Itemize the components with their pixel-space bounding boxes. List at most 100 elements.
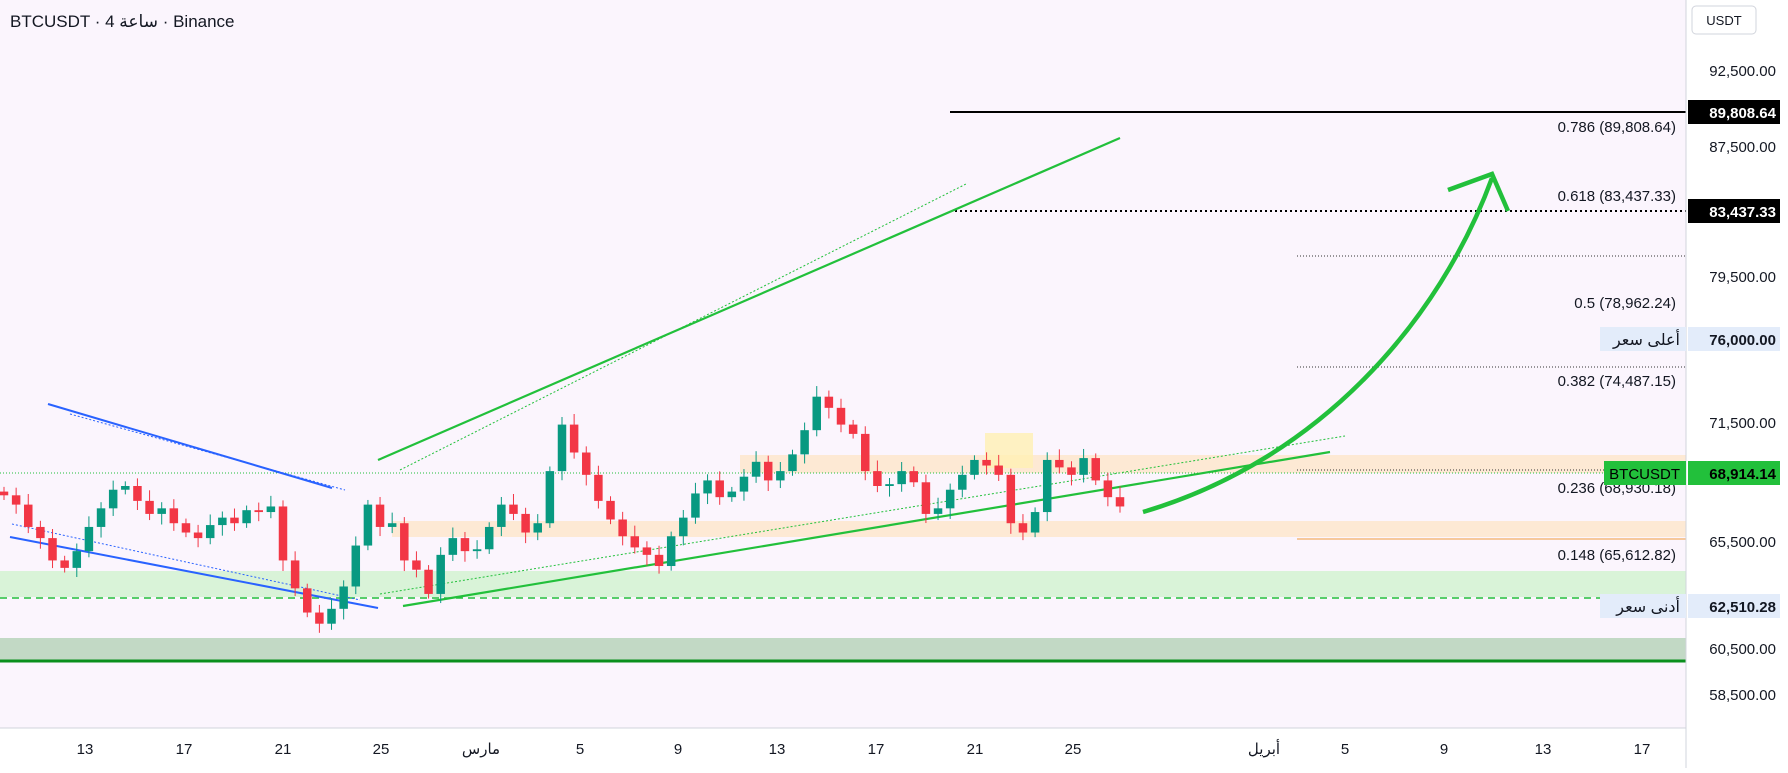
- candle-body: [848, 424, 858, 434]
- time-tick: 5: [576, 741, 584, 758]
- candle-body: [230, 517, 239, 524]
- low-badge: [1688, 594, 1780, 618]
- candle-body: [1006, 474, 1016, 524]
- time-tick: 21: [275, 741, 292, 758]
- time-axis-background: [0, 728, 1686, 768]
- current-price-text: 68,914.14: [1709, 466, 1776, 483]
- rising-upper-line: [377, 136, 1121, 462]
- candle-body: [836, 407, 846, 425]
- currency-label: USDT: [1706, 13, 1741, 28]
- candle-body: [266, 506, 276, 513]
- price-tick: 60,500.00: [1709, 641, 1776, 658]
- candle-body: [727, 491, 737, 498]
- candle-body: [1055, 459, 1064, 468]
- candle-body: [436, 554, 445, 594]
- price-tick: 87,500.00: [1709, 139, 1776, 156]
- low-label-box: [1600, 594, 1686, 618]
- price-tick: 65,500.00: [1709, 534, 1776, 551]
- rising-lower-line: [402, 450, 1331, 608]
- strong-support-zone: [0, 638, 1686, 660]
- candle-body: [715, 480, 724, 498]
- candle-body: [569, 424, 579, 453]
- low-badge-text: 62,510.28: [1709, 599, 1776, 616]
- price-tick: 79,500.00: [1709, 269, 1776, 286]
- price-axis-ticks: 92,500.00 87,500.00 79,500.00 71,500.00 …: [1709, 63, 1776, 704]
- candle-body: [679, 517, 688, 537]
- candle-body: [303, 588, 312, 613]
- candle-body: [970, 459, 979, 475]
- candle-body: [921, 482, 931, 514]
- header-separator: ·: [89, 12, 106, 31]
- candle-body: [545, 471, 555, 524]
- candle-body: [363, 504, 373, 546]
- candle-body: [666, 536, 676, 567]
- candle-body: [557, 424, 567, 472]
- candle-body: [387, 523, 397, 527]
- channel-mid-dotted-2: [11, 523, 361, 601]
- high-badge-text: 76,000.00: [1709, 332, 1776, 349]
- candle-body: [509, 504, 518, 514]
- demand-zone-green: [0, 571, 1686, 597]
- candle-body: [933, 508, 943, 514]
- candle-body: [533, 523, 542, 533]
- candle-body: [909, 471, 919, 483]
- price-tick: 92,500.00: [1709, 63, 1776, 80]
- currency-box[interactable]: [1691, 5, 1757, 35]
- candle-body: [1091, 458, 1100, 481]
- candle-body: [11, 495, 21, 505]
- candle-body: [958, 474, 967, 490]
- candle-body: [497, 504, 506, 527]
- channel-upper-line: [47, 403, 333, 489]
- time-tick: 9: [674, 741, 682, 758]
- candle-body: [582, 452, 591, 475]
- price-tick: 58,500.00: [1709, 687, 1776, 704]
- candle-body: [618, 519, 627, 537]
- candle-body: [181, 523, 191, 533]
- candle-body: [242, 510, 251, 524]
- candle-body: [776, 471, 785, 481]
- fib-382-label: 0.382 (74,487.15): [1558, 373, 1676, 390]
- header-separator: ·: [157, 12, 174, 31]
- high-label: أعلى سعر: [1612, 329, 1680, 350]
- candle-body: [218, 517, 227, 526]
- candle-body: [424, 569, 433, 594]
- candle-body: [703, 480, 712, 494]
- fib618-badge: [1688, 199, 1780, 223]
- time-tick: 21: [967, 741, 984, 758]
- time-tick: 5: [1341, 741, 1349, 758]
- interval-label[interactable]: 4 ساعة: [105, 12, 158, 31]
- chart-header: BTCUSDT · 4 ساعة · Binance: [10, 12, 235, 32]
- fib786-badge-text: 89,808.64: [1709, 105, 1776, 122]
- candle-body: [24, 504, 33, 527]
- candle-body: [157, 508, 166, 514]
- candle-body: [472, 549, 482, 552]
- time-tick: 25: [1065, 741, 1082, 758]
- candle-body: [945, 489, 955, 509]
- candle-body: [36, 526, 45, 539]
- time-tick: 13: [769, 741, 786, 758]
- time-tick: 17: [1634, 741, 1651, 758]
- candle-body: [521, 513, 530, 533]
- candle-body: [108, 489, 118, 509]
- time-tick: 9: [1440, 741, 1448, 758]
- candle-body: [460, 538, 470, 552]
- candle-body: [1103, 480, 1113, 498]
- time-tick: 17: [176, 741, 193, 758]
- candle-body: [1079, 458, 1088, 475]
- candle-body: [824, 396, 834, 408]
- candle-body: [84, 526, 94, 552]
- time-axis-ticks: 13 17 21 25 مارس 5 9 13 17 21 25 أبريل 5…: [77, 739, 1651, 758]
- current-price-badge: [1688, 461, 1780, 485]
- current-symbol-badge: [1604, 461, 1686, 485]
- fib-148-label: 0.148 (65,612.82): [1558, 547, 1676, 564]
- symbol-name[interactable]: BTCUSDT: [10, 12, 90, 31]
- candle-body: [873, 471, 882, 486]
- projection-arrow: [1142, 177, 1495, 515]
- time-tick: 13: [77, 741, 94, 758]
- candle-body: [885, 484, 894, 486]
- candle-body: [654, 554, 664, 567]
- candle-body: [1115, 497, 1125, 507]
- candle-body: [60, 560, 69, 568]
